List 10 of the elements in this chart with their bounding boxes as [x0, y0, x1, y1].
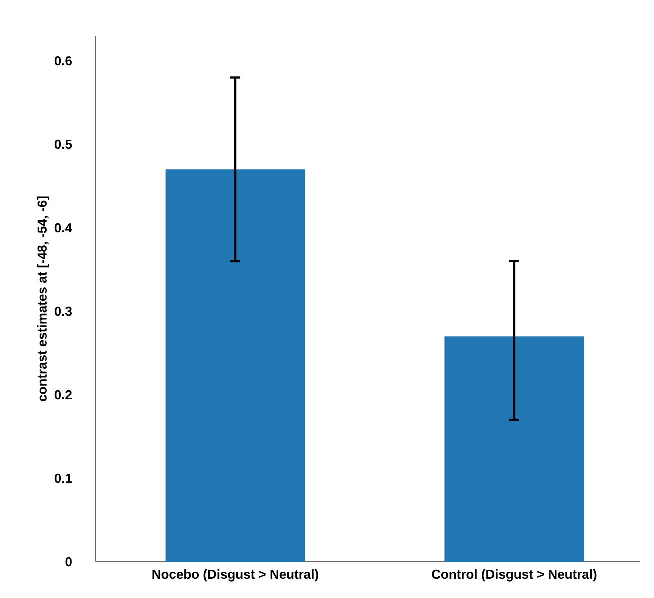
y-tick-label: 0.3: [54, 306, 72, 316]
y-tick-label: 0.4: [54, 223, 72, 233]
y-tick-label: 0.1: [54, 474, 72, 484]
x-tick-label: Nocebo (Disgust > Neutral): [152, 570, 318, 582]
y-axis-title: contrast estimates at [-48, -54, -6]: [37, 196, 50, 402]
x-tick-label: Control (Disgust > Neutral): [432, 570, 597, 582]
y-tick-label: 0.5: [54, 140, 72, 150]
y-tick-label: 0.6: [54, 56, 72, 66]
y-tick-label: 0.2: [54, 390, 72, 400]
y-tick-label: 0: [66, 557, 72, 567]
